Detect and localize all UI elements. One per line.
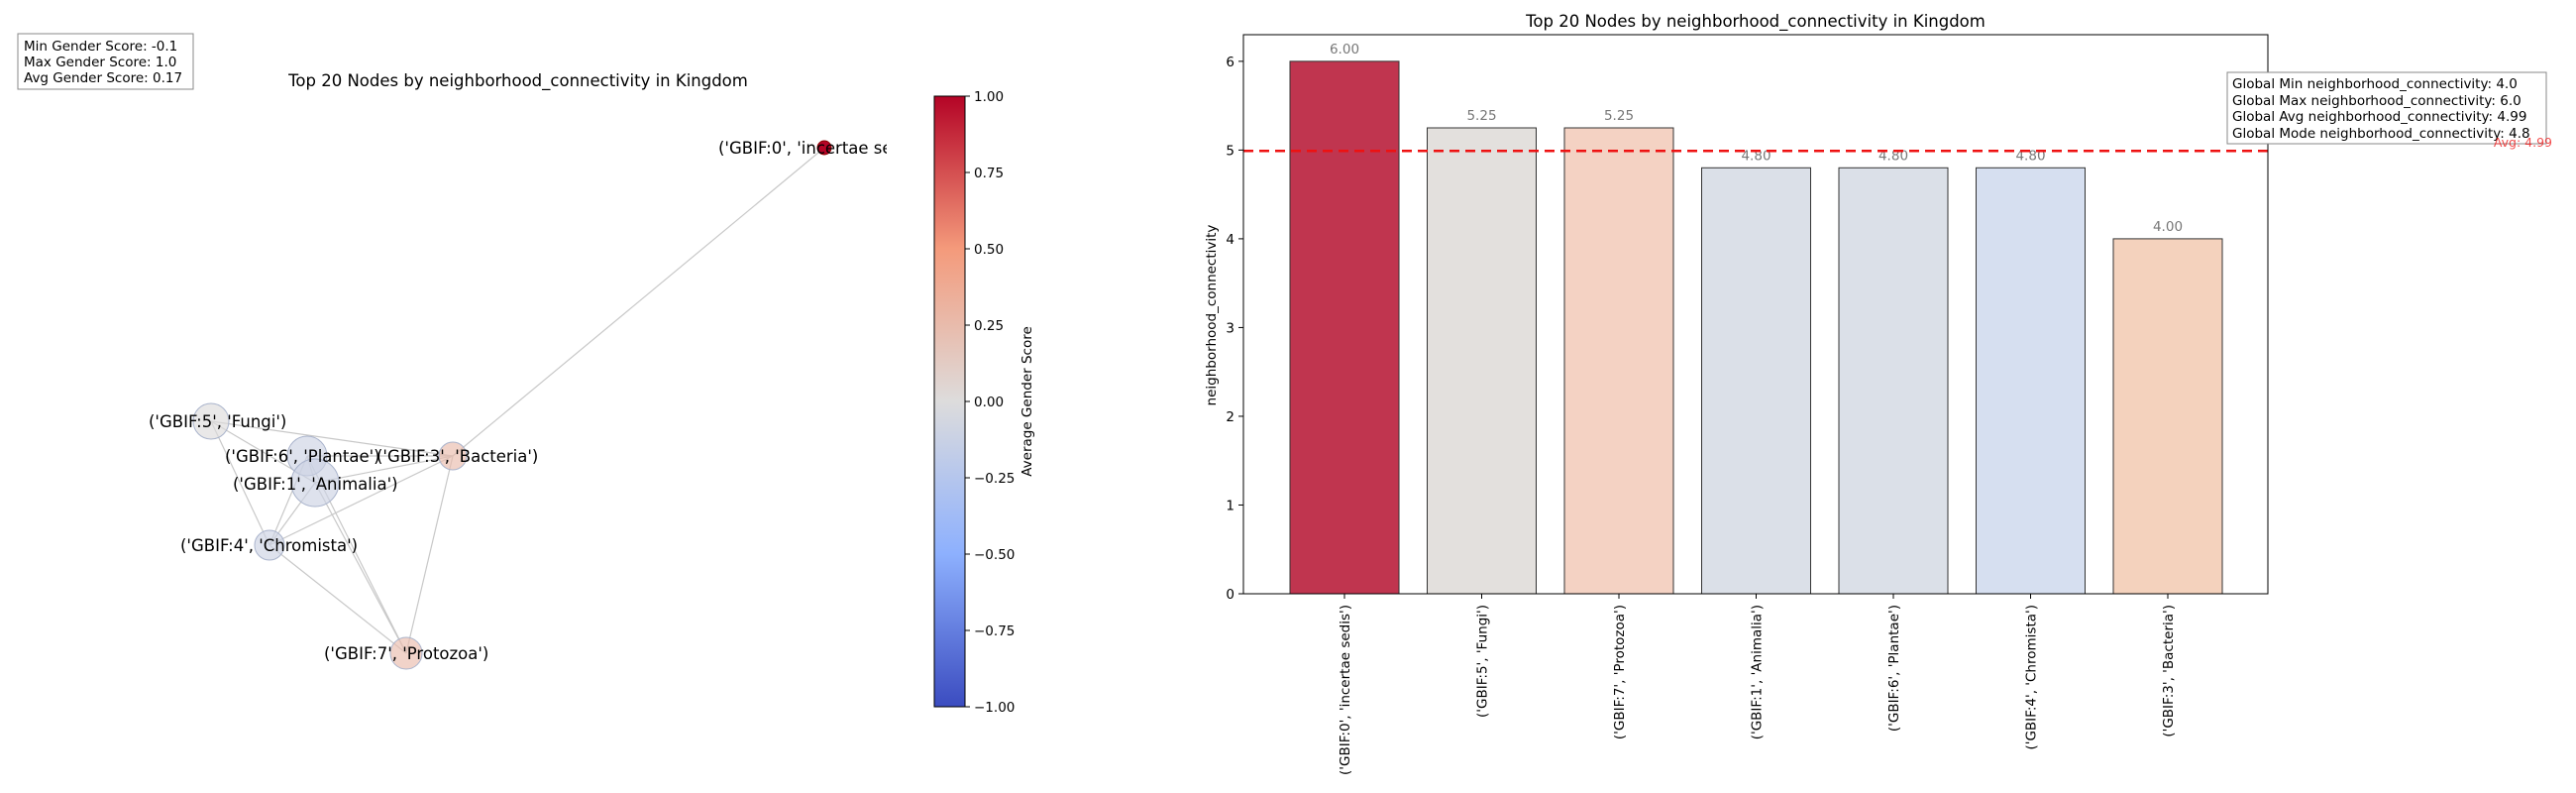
bar: [1701, 167, 1811, 595]
bar-value-label: 6.00: [1330, 42, 1359, 57]
stat-min-gender: Min Gender Score: -0.1: [24, 39, 177, 55]
network-edge: [210, 420, 454, 457]
global-stats-box: Global Min neighborhood_connectivity: 4.…: [2226, 71, 2547, 145]
x-tick-label: ('GBIF:3', 'Bacteria'): [2161, 605, 2177, 737]
network-node-label: ('GBIF:1', 'Animalia'): [233, 475, 398, 494]
network-node-label: ('GBIF:0', 'incertae sedis'): [718, 139, 926, 158]
colorbar-tick-label: −1.00: [974, 700, 1015, 716]
network-panel: Top 20 Nodes by neighborhood_connectivit…: [149, 71, 926, 670]
network-edge: [452, 147, 825, 457]
colorbar-tick-label: 1.00: [974, 89, 1004, 105]
network-edge: [405, 455, 454, 654]
colorbar: 1.00 0.75 0.50 0.25 0.00 −0.25 −0.50 −0.75 −1.00…: [933, 89, 1035, 716]
network-edge: [314, 482, 407, 654]
x-tick-label: ('GBIF:6', 'Plantae'): [1886, 605, 1902, 732]
network-node: [290, 458, 340, 508]
network-edge: [268, 544, 407, 654]
y-tick-label: 2: [1226, 409, 1234, 425]
network-edges: [210, 147, 825, 654]
colorbar-tick-label: 0.00: [974, 395, 1004, 410]
stat-avg-gender: Avg Gender Score: 0.17: [24, 70, 182, 86]
bars: [1289, 60, 2223, 595]
y-tick-label: 5: [1226, 143, 1234, 159]
bar-value-label: 4.00: [2153, 219, 2183, 235]
bar-x-tick-labels: ('GBIF:0', 'incertae sedis') ('GBIF:5', '…: [1338, 594, 2177, 775]
x-tick-label: ('GBIF:7', 'Protozoa'): [1612, 605, 1628, 739]
bar: [1563, 127, 1674, 595]
network-node-label: ('GBIF:5', 'Fungi'): [149, 412, 286, 431]
network-node-label: ('GBIF:4', 'Chromista'): [180, 536, 358, 555]
stat-max-gender: Max Gender Score: 1.0: [24, 55, 176, 70]
network-node-label: ('GBIF:3', 'Bacteria'): [376, 447, 538, 466]
network-node: [389, 636, 423, 670]
gender-stats-box: Min Gender Score: -0.1 Max Gender Score:…: [17, 33, 194, 90]
bar: [1838, 167, 1949, 595]
y-tick-label: 4: [1226, 232, 1234, 248]
global-stats-frame: [2226, 71, 2547, 145]
bar-value-label: 4.80: [1741, 148, 1771, 164]
bar-y-ticks: 0 1 2 3 4 5 6: [1226, 55, 1243, 603]
ylabel: neighborhood_connectivity: [1204, 225, 1220, 406]
bar: [1427, 127, 1537, 595]
colorbar-ticks: 1.00 0.75 0.50 0.25 0.00 −0.25 −0.50 −0.75 −1.00: [965, 89, 1015, 716]
colorbar-tick-label: −0.25: [974, 471, 1015, 487]
y-tick-label: 6: [1226, 55, 1234, 70]
colorbar-tick-label: 0.50: [974, 242, 1004, 258]
y-tick-label: 0: [1226, 587, 1234, 603]
network-node-label: ('GBIF:7', 'Protozoa'): [324, 644, 488, 663]
y-tick-label: 3: [1226, 320, 1234, 336]
network-node: [254, 529, 285, 561]
bar-chart-panel: Top 20 Nodes by neighborhood_connectivit…: [1204, 12, 2552, 775]
plot-frame: [1242, 34, 2269, 595]
network-node: [192, 402, 230, 440]
network-node: [438, 441, 468, 471]
x-tick-label: ('GBIF:1', 'Animalia'): [1750, 605, 1766, 739]
global-avg-stat: Global Avg neighborhood_connectivity: 4.…: [2232, 109, 2526, 125]
x-tick-label: ('GBIF:0', 'incertae sedis'): [1338, 605, 1353, 775]
colorbar-tick-label: 0.25: [974, 318, 1004, 334]
y-tick-label: 1: [1226, 498, 1234, 513]
network-node-label: ('GBIF:6', 'Plantae'): [225, 447, 380, 466]
colorbar-tick-label: 0.75: [974, 166, 1004, 181]
bar: [2112, 238, 2223, 595]
colorbar-gradient: [933, 95, 966, 708]
gender-stats-frame: [17, 33, 194, 90]
global-mode-stat: Global Mode neighborhood_connectivity: 4…: [2232, 126, 2530, 142]
network-node: [816, 140, 832, 156]
network-edge: [268, 455, 454, 546]
x-tick-label: ('GBIF:4', 'Chromista'): [2024, 605, 2040, 750]
x-tick-label: ('GBIF:5', 'Fungi'): [1475, 605, 1491, 718]
colorbar-tick-label: −0.75: [974, 623, 1015, 639]
network-nodes: [192, 140, 832, 670]
avg-line-label: Avg: 4.99: [2494, 135, 2552, 150]
bar: [1976, 167, 2086, 595]
network-labels: ('GBIF:0', 'incertae sedis') ('GBIF:5', '…: [149, 139, 926, 663]
global-max-stat: Global Max neighborhood_connectivity: 6.…: [2232, 93, 2522, 109]
network-edge: [210, 420, 270, 546]
global-min-stat: Global Min neighborhood_connectivity: 4.…: [2232, 76, 2518, 92]
network-title: Top 20 Nodes by neighborhood_connectivit…: [287, 71, 748, 91]
colorbar-label: Average Gender Score: [1020, 326, 1035, 477]
bar-value-label: 5.25: [1466, 108, 1496, 124]
bar-value-label: 5.25: [1604, 108, 1634, 124]
bar-chart-title: Top 20 Nodes by neighborhood_connectivit…: [1525, 12, 1986, 32]
colorbar-tick-label: −0.50: [974, 547, 1015, 563]
bar: [1289, 60, 1400, 595]
